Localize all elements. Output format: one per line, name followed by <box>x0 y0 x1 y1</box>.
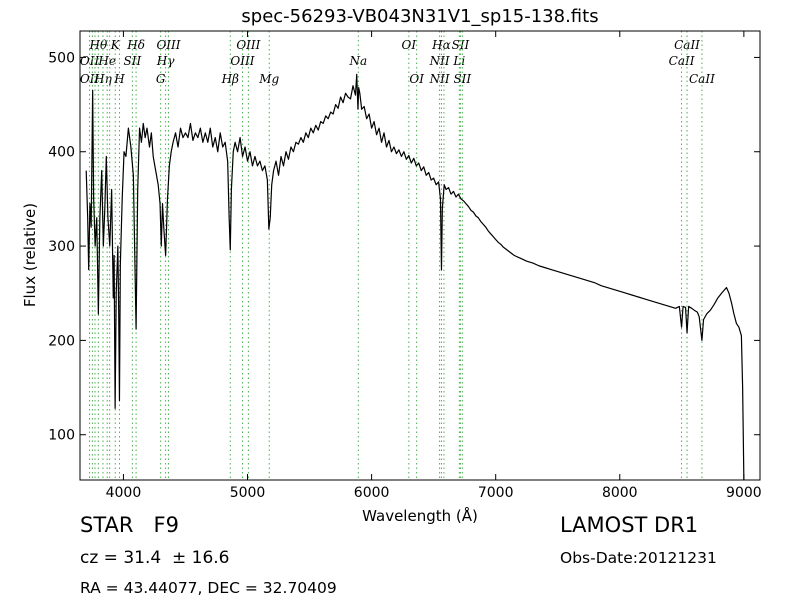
spectral-line-label: CaII <box>674 38 700 52</box>
spectral-line: OIII <box>156 31 181 480</box>
spectral-line: Na <box>349 31 368 480</box>
x-tick-label: 7000 <box>478 485 514 501</box>
spectral-line: Hγ <box>156 31 175 480</box>
obs-date-label: Obs-Date:20121231 <box>560 549 717 567</box>
spectral-line: OI <box>409 31 424 480</box>
spectral-line: Hθ <box>89 31 108 480</box>
spectral-line-label: Hγ <box>156 54 175 68</box>
spectral-line: Hδ <box>126 31 145 480</box>
chart-title: spec-56293-VB043N31V1_sp15-138.fits <box>241 6 598 27</box>
y-axis-label: Flux (relative) <box>21 203 39 307</box>
x-tick-label: 8000 <box>602 485 638 501</box>
spectral-line-markers: OII OII Hθ Hη He K H SII Hδ G Hγ OIII Hβ OIII OIII Mg Na… <box>80 31 715 480</box>
spectral-line: Li <box>452 31 465 480</box>
spectral-line: SII <box>453 31 471 480</box>
spectral-line-label: Hδ <box>126 38 145 52</box>
spectral-line-label: He <box>97 54 116 68</box>
spectral-line: K <box>110 31 121 480</box>
spectral-line-label: SII <box>124 54 142 68</box>
axis-ticks: 4000 5000 6000 7000 8000 9000 100 200 300 400 500 <box>48 31 762 501</box>
x-axis-label: Wavelength (Å) <box>362 506 478 525</box>
y-tick-label: 100 <box>48 428 75 444</box>
spectral-line-label: CaII <box>689 72 715 86</box>
x-tick-label: 6000 <box>354 485 390 501</box>
spectral-line-label: NII <box>429 54 450 68</box>
spectral-line: H <box>113 31 125 480</box>
spectral-line: OIII <box>236 31 261 480</box>
spectral-line: CaII <box>689 31 715 480</box>
spectral-line-label: OIII <box>156 38 180 52</box>
spectral-line: Mg <box>258 31 280 480</box>
y-tick-label: 500 <box>48 50 75 66</box>
spectral-line-label: Hθ <box>89 38 108 52</box>
y-tick-label: 400 <box>48 145 75 161</box>
spectral-line-label: OI <box>409 72 424 86</box>
spectral-line-label: Hβ <box>221 72 239 86</box>
spectral-line: OIII <box>230 31 255 480</box>
spectral-line: OII OII <box>80 31 100 480</box>
spectral-line-label: SII <box>453 72 471 86</box>
spectral-line-label: SII <box>452 38 470 52</box>
y-tick-label: 200 <box>48 333 75 349</box>
spectral-line-label: Mg <box>258 72 279 86</box>
spectral-line: CaII <box>669 31 695 480</box>
spectral-line-label: H <box>113 72 125 86</box>
spectral-line-label: K <box>110 38 121 52</box>
spectral-line-label: OIII <box>230 54 254 68</box>
spectral-line-label: OIII <box>236 38 260 52</box>
spectral-line-label: G <box>156 72 166 86</box>
series-layer <box>85 73 745 481</box>
x-tick-label: 9000 <box>726 485 762 501</box>
spectral-line: SII <box>124 31 142 480</box>
spectral-line-label: OII <box>80 54 100 68</box>
spectral-line: Hα <box>431 31 451 480</box>
spectral-line-label: NII <box>429 72 450 86</box>
spectral-line: OI <box>402 31 417 480</box>
spectral-line-label: OII <box>80 72 100 86</box>
spectral-line: G <box>156 31 166 480</box>
redshift-label: cz = 31.4 ± 16.6 <box>80 548 230 568</box>
spectral-line-label: Na <box>349 54 368 68</box>
spectral-line: He <box>97 31 116 480</box>
x-tick-label: 5000 <box>230 485 266 501</box>
spectral-line-label: Hη <box>93 72 112 86</box>
spectrum-line <box>85 73 745 481</box>
spectral-line-label: OI <box>402 38 417 52</box>
spectral-line-label: Li <box>452 54 465 68</box>
y-tick-label: 300 <box>48 239 75 255</box>
plot-frame <box>79 30 761 481</box>
ra-dec-label: RA = 43.44077, DEC = 32.70409 <box>80 579 337 597</box>
spectral-line: SII <box>452 31 470 480</box>
spectral-line: NII NII <box>429 31 450 480</box>
survey-label: LAMOST DR1 <box>560 513 699 537</box>
object-class-label: STAR F9 <box>80 513 179 537</box>
spectral-line-label: CaII <box>669 54 695 68</box>
spectral-line: CaII <box>674 31 700 480</box>
x-tick-label: 4000 <box>106 485 142 501</box>
spectral-line: Hβ <box>221 31 239 480</box>
spectral-line-label: Hα <box>431 38 451 52</box>
spectral-line: Hη <box>93 31 113 480</box>
